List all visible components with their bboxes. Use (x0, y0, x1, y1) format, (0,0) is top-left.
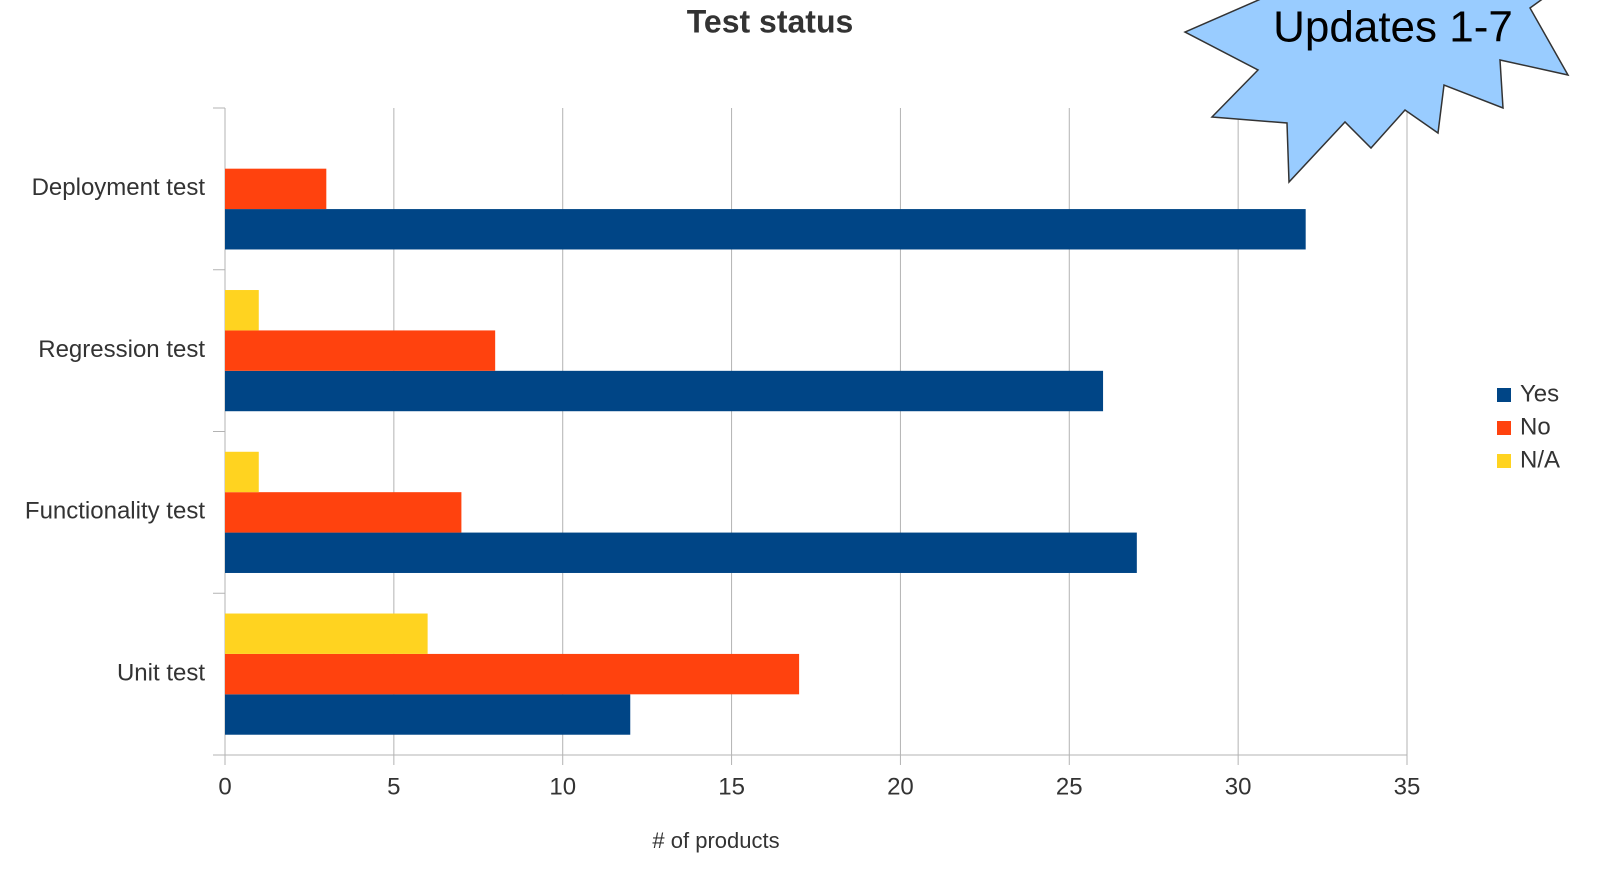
legend-label: No (1520, 413, 1551, 440)
bar (225, 492, 462, 533)
x-tick-label: 10 (549, 773, 576, 800)
bar (225, 653, 800, 695)
bar (225, 613, 428, 654)
chart-title: Test status (687, 3, 854, 39)
x-tick-label: 20 (887, 773, 914, 800)
x-tick-label: 0 (218, 773, 231, 800)
bar (225, 330, 496, 371)
x-tick-label: 5 (387, 773, 400, 800)
annotation: Updates 1-7 (1273, 3, 1513, 52)
x-tick-label: 15 (718, 773, 745, 800)
bar (225, 694, 631, 735)
legend-swatch (1497, 388, 1511, 402)
y-tick-label: Deployment test (32, 174, 206, 201)
bar (225, 532, 1137, 573)
y-tick-label: Regression test (38, 336, 205, 363)
legend-label: Yes (1520, 380, 1559, 407)
legend-swatch (1497, 454, 1511, 468)
legend-label: N/A (1520, 446, 1560, 473)
bar (225, 209, 1306, 250)
starburst (1183, 0, 1570, 184)
x-tick-label: 35 (1394, 773, 1421, 800)
legend-swatch (1497, 421, 1511, 435)
y-tick-label: Functionality test (25, 498, 205, 525)
bar (225, 290, 259, 331)
bar (225, 451, 259, 493)
x-axis-label: # of products (652, 828, 779, 853)
bar (225, 168, 327, 210)
bar (225, 370, 1104, 412)
x-tick-label: 25 (1056, 773, 1083, 800)
x-tick-label: 30 (1225, 773, 1252, 800)
y-tick-label: Unit test (117, 659, 205, 686)
